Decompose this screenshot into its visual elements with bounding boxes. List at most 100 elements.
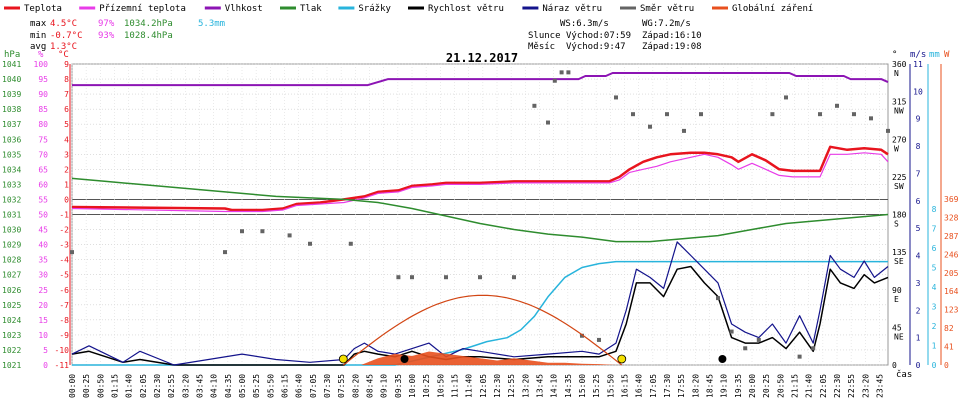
x-tick-31: 12:55 xyxy=(507,374,516,398)
x-tick-8: 03:20 xyxy=(181,374,190,398)
x-tick-43: 17:55 xyxy=(677,374,686,398)
deg-tick-7: 45 xyxy=(892,323,902,332)
x-tick-0: 00:00 xyxy=(68,374,77,398)
x-tick-26: 10:50 xyxy=(436,374,445,398)
hpa-tick-6: 1027 xyxy=(2,271,21,280)
pct-tick-10: 50 xyxy=(38,211,48,220)
x-tick-57: 23:45 xyxy=(876,374,885,398)
hpa-tick-20: 1041 xyxy=(2,60,21,69)
hpa-tick-19: 1040 xyxy=(2,75,21,84)
celsius-tick-4: -7 xyxy=(59,301,69,310)
pct-tick-12: 60 xyxy=(38,180,48,189)
x-tick-4: 01:40 xyxy=(125,374,134,398)
x-tick-46: 19:10 xyxy=(720,374,729,398)
deg-tick-5: 135 xyxy=(892,248,907,257)
x-tick-9: 03:45 xyxy=(196,374,205,398)
celsius-tick-18: 7 xyxy=(64,90,69,99)
hpa-tick-2: 1023 xyxy=(2,331,21,340)
series-7-point-20 xyxy=(631,112,635,117)
x-tick-37: 15:25 xyxy=(592,374,601,398)
series-2-line xyxy=(72,72,889,87)
celsius-tick-8: -3 xyxy=(59,241,69,250)
series-7-point-10 xyxy=(478,275,482,280)
celsius-tick-5: -6 xyxy=(59,286,69,295)
unit-hpa: hPa xyxy=(4,50,20,60)
x-tick-30: 12:30 xyxy=(493,374,502,398)
x-tick-20: 08:20 xyxy=(351,374,360,398)
series-7-point-13 xyxy=(546,120,550,125)
hpa-tick-16: 1037 xyxy=(2,120,21,129)
w-tick-9: 369 xyxy=(944,195,959,204)
x-tick-39: 16:15 xyxy=(621,374,630,398)
ms-tick-8: 8 xyxy=(916,142,921,151)
stat-min-temp: -0.7°C xyxy=(50,31,83,41)
pct-tick-18: 90 xyxy=(38,90,48,99)
x-tick-53: 22:05 xyxy=(819,374,828,398)
x-tick-7: 02:55 xyxy=(167,374,176,398)
stat-max-hum: 97% xyxy=(98,19,115,29)
celsius-tick-11: 0 xyxy=(64,195,69,204)
hpa-tick-9: 1030 xyxy=(2,226,21,235)
legend-label-0: Teplota xyxy=(24,4,62,14)
pct-tick-0: 0 xyxy=(43,361,48,370)
w-tick-5: 205 xyxy=(944,269,959,278)
x-tick-40: 16:40 xyxy=(635,374,644,398)
w-tick-1: 41 xyxy=(944,343,954,352)
moon-set: Západ:19:08 xyxy=(642,42,702,52)
series-1-line xyxy=(71,152,889,213)
series-3-line xyxy=(71,177,889,243)
dir-tick-4: S xyxy=(894,220,899,229)
info-block: WS:6.3m/s WG:7.2m/s Slunce Východ:07:59 … xyxy=(528,19,702,52)
x-tick-33: 13:45 xyxy=(536,374,545,398)
x-tick-6: 02:30 xyxy=(153,374,162,398)
series-8-area xyxy=(72,351,888,365)
series-7-point-3 xyxy=(260,229,265,234)
dir-tick-0: N xyxy=(894,69,899,78)
deg-tick-8: 0 xyxy=(892,361,897,370)
x-tick-47: 19:35 xyxy=(734,374,743,398)
unit-pct: % xyxy=(38,50,44,60)
celsius-tick-3: -8 xyxy=(59,316,69,325)
pct-tick-8: 40 xyxy=(38,241,48,250)
series-7-point-2 xyxy=(240,229,244,234)
hpa-tick-10: 1031 xyxy=(2,211,21,220)
mm-tick-5: 5 xyxy=(932,264,937,273)
legend-label-1: Přízemní teplota xyxy=(99,4,186,14)
series-7-point-25 xyxy=(716,296,720,301)
celsius-tick-19: 8 xyxy=(64,75,69,84)
x-tick-25: 10:25 xyxy=(422,374,431,398)
stats-block: max 4.5°C 97% 1034.2hPa 5.3mm min -0.7°C… xyxy=(30,19,225,52)
w-tick-8: 328 xyxy=(944,213,959,222)
celsius-tick-6: -5 xyxy=(59,271,69,280)
hpa-tick-0: 1021 xyxy=(2,361,21,370)
series-7-point-24 xyxy=(699,112,703,117)
series-7-point-12 xyxy=(532,103,537,108)
series-7-point-9 xyxy=(444,275,448,280)
w-tick-0: 0 xyxy=(944,361,949,370)
pct-tick-15: 75 xyxy=(38,135,48,144)
x-tick-44: 18:20 xyxy=(691,374,700,398)
celsius-tick-2: -9 xyxy=(59,331,69,340)
x-tick-29: 12:05 xyxy=(479,374,488,398)
pct-tick-2: 10 xyxy=(38,331,48,340)
series-7-point-34 xyxy=(835,103,839,108)
series-7-point-22 xyxy=(665,112,669,117)
series-7-point-15 xyxy=(559,70,564,75)
series-7-point-4 xyxy=(287,233,292,238)
x-tick-49: 20:25 xyxy=(762,374,771,398)
celsius-tick-0: -11 xyxy=(55,361,70,370)
ms-tick-10: 10 xyxy=(913,87,923,96)
mm-tick-6: 6 xyxy=(932,244,937,253)
x-tick-41: 17:05 xyxy=(649,374,658,398)
axis-ticks: 00:00 00:25 00:50 01:15 01:40 02:05 02:30 02:55… xyxy=(2,60,959,398)
x-tick-10: 04:10 xyxy=(210,374,219,398)
moonset-marker xyxy=(718,355,727,363)
unit-deg: ° xyxy=(892,50,897,60)
series-5-line xyxy=(71,265,889,366)
series-7-point-27 xyxy=(743,346,748,351)
pct-tick-7: 35 xyxy=(38,256,48,265)
w-tick-4: 164 xyxy=(944,287,959,296)
hpa-tick-18: 1039 xyxy=(2,90,21,99)
x-tick-15: 06:15 xyxy=(281,374,290,398)
x-tick-45: 18:45 xyxy=(706,374,715,398)
